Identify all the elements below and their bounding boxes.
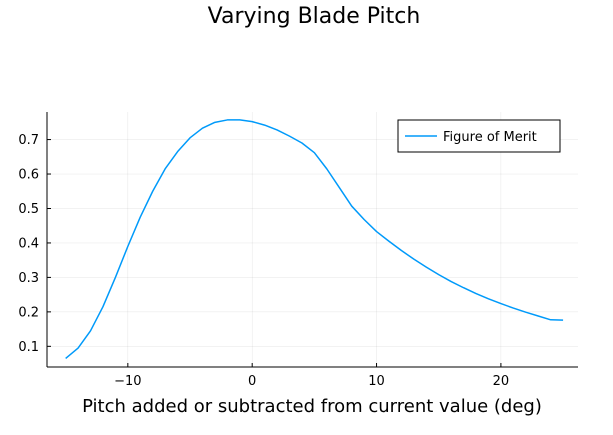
chart-title: Varying Blade Pitch bbox=[208, 4, 421, 29]
legend: Figure of Merit bbox=[397, 119, 561, 153]
y-tick-labels: 0.1 0.2 0.3 0.4 0.5 0.6 0.7 bbox=[18, 133, 39, 355]
x-tick-label: 20 bbox=[493, 374, 510, 389]
axes bbox=[46, 112, 578, 368]
x-tick-label: 10 bbox=[368, 374, 385, 389]
x-tick-label: 0 bbox=[248, 374, 256, 389]
x-tick-labels: −10 0 10 20 bbox=[114, 374, 509, 389]
series-lines bbox=[65, 119, 564, 359]
legend-box bbox=[397, 119, 561, 153]
y-tick-label: 0.1 bbox=[18, 340, 39, 355]
x-tick-label: −10 bbox=[114, 374, 141, 389]
x-axis-label: Pitch added or subtracted from current v… bbox=[82, 396, 542, 417]
y-tick-label: 0.3 bbox=[18, 271, 39, 286]
legend-label: Figure of Merit bbox=[443, 130, 537, 145]
y-tick-label: 0.2 bbox=[18, 305, 39, 320]
y-tick-label: 0.5 bbox=[18, 202, 39, 217]
y-tick-label: 0.6 bbox=[18, 168, 39, 183]
grid bbox=[47, 112, 578, 367]
y-tick-label: 0.7 bbox=[18, 133, 39, 148]
series-line-figure-of-merit bbox=[65, 119, 564, 359]
y-tick-label: 0.4 bbox=[18, 236, 39, 251]
